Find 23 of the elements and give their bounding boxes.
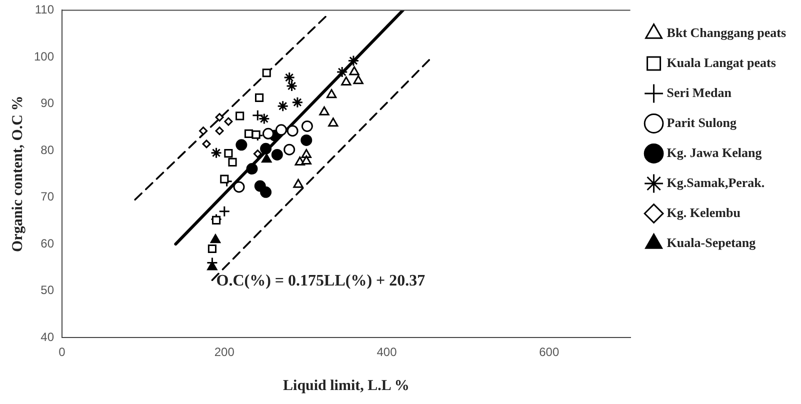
legend-label: Kuala-Sepetang xyxy=(666,234,756,250)
y-tick-label: 90 xyxy=(40,96,54,110)
y-tick-label: 100 xyxy=(34,49,54,64)
legend-label: Kg.Samak,Perak. xyxy=(666,174,765,190)
y-tick-label: 80 xyxy=(40,142,54,157)
x-tick-label: 200 xyxy=(214,345,235,360)
legend-label: Kuala Langat peats xyxy=(666,54,776,70)
x-axis-title: Liquid limit, L.L % xyxy=(283,378,410,394)
y-axis-title: Organic content, O.C % xyxy=(10,96,26,252)
y-tick-label: 110 xyxy=(34,2,54,17)
x-tick-label: 0 xyxy=(58,345,66,360)
legend-label: Seri Medan xyxy=(666,84,732,100)
x-tick-label: 600 xyxy=(539,345,560,360)
y-tick-label: 70 xyxy=(40,190,54,204)
legend-label: Kg. Kelembu xyxy=(666,204,740,220)
y-tick-label: 50 xyxy=(40,283,54,298)
legend-label: Bkt Changgang peats xyxy=(666,24,786,40)
legend-label: Kg. Jawa Kelang xyxy=(666,144,762,160)
y-tick-label: 60 xyxy=(40,236,54,250)
y-tick-label: 40 xyxy=(40,330,54,344)
annotation: O.C(%) = 0.175LL(%) + 20.37 xyxy=(216,272,426,290)
legend-label: Parit Sulong xyxy=(666,114,738,130)
x-tick-label: 400 xyxy=(376,345,398,360)
